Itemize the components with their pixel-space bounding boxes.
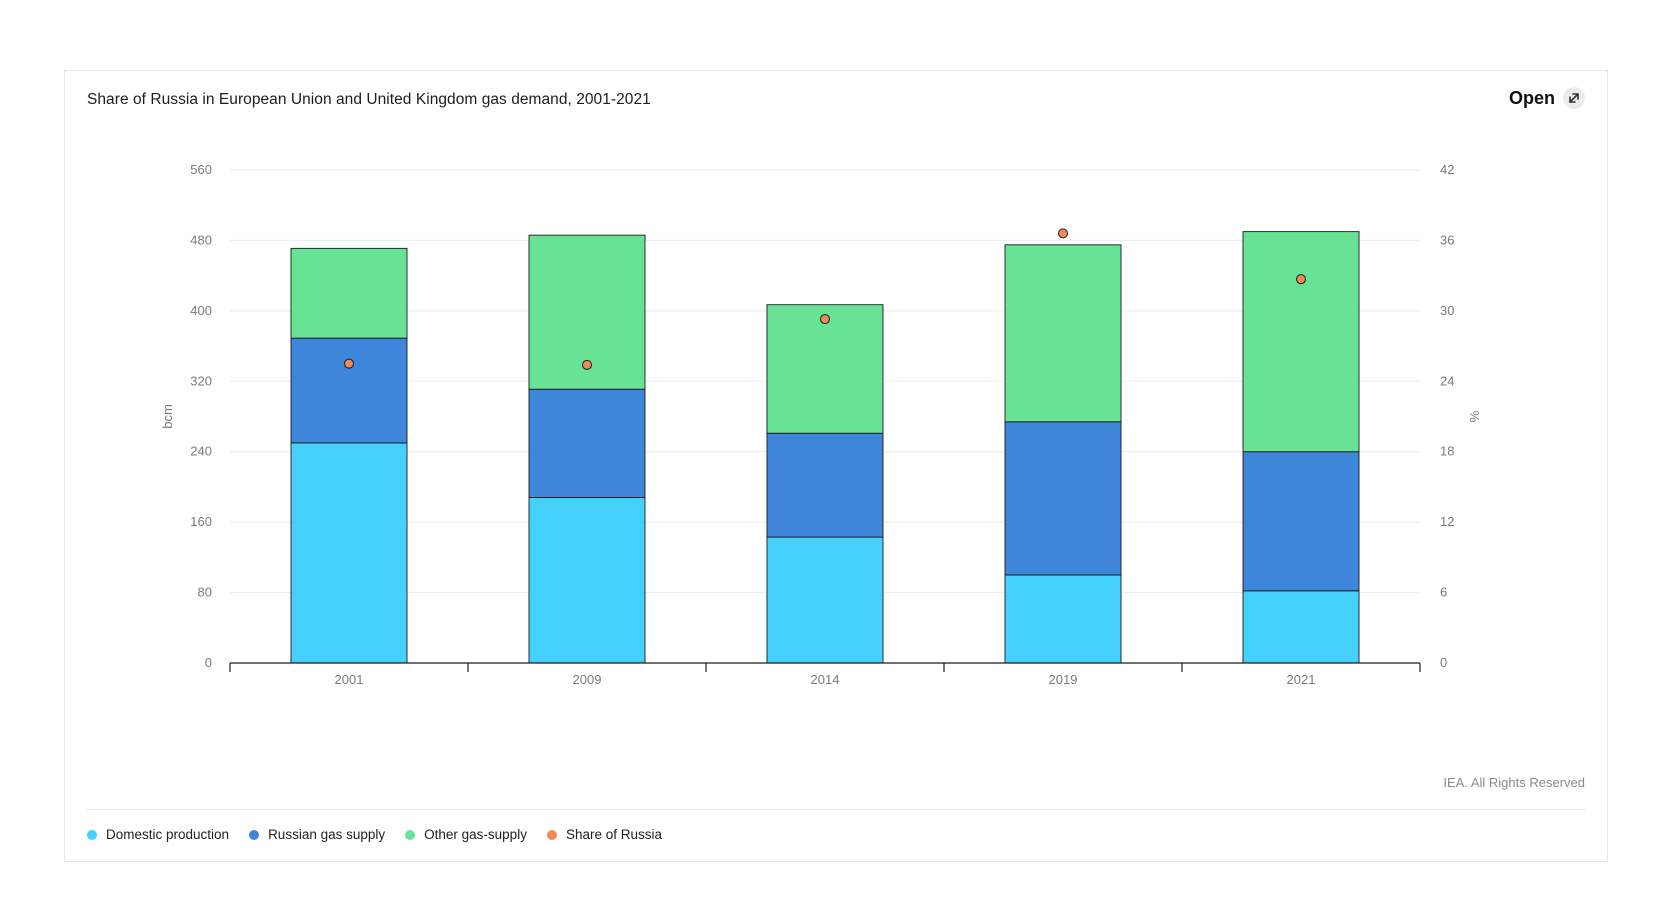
y-tick-label: 560 — [190, 162, 212, 177]
x-tick-label: 2021 — [1287, 672, 1316, 687]
legend-item-russian[interactable]: Russian gas supply — [249, 827, 385, 842]
share-point — [582, 359, 592, 370]
x-tick-label: 2014 — [811, 672, 840, 687]
x-tick-label: 2019 — [1049, 672, 1078, 687]
legend-item-other[interactable]: Other gas-supply — [405, 827, 527, 842]
y2-tick-label: 12 — [1440, 514, 1454, 529]
y-tick-label: 80 — [198, 585, 212, 600]
bar-russian — [1004, 421, 1122, 576]
bar-other — [1004, 244, 1122, 423]
chart-title: Share of Russia in European Union and Un… — [87, 91, 651, 108]
legend-label-share: Share of Russia — [565, 827, 663, 842]
chart-plot: 0 80 160 240 320 400 480 560 0 6 12 18 24 30 36 42 bcm % 2… — [160, 162, 1482, 687]
y2-tick-label: 24 — [1440, 373, 1454, 388]
bar-other — [290, 247, 408, 339]
expand-icon — [1563, 87, 1585, 109]
y2-tick-label: 42 — [1440, 162, 1454, 177]
legend-dot-share — [546, 829, 557, 840]
x-tick-label: 2001 — [335, 672, 364, 687]
chart-card: Share of Russia in European Union and Un… — [64, 70, 1608, 862]
legend-label-other: Other gas-supply — [424, 827, 527, 842]
credit-text: IEA. All Rights Reserved — [1443, 775, 1585, 790]
y2-tick-label: 0 — [1440, 655, 1447, 670]
y2-axis-label: % — [1467, 411, 1482, 423]
legend-label-domestic: Domestic production — [106, 827, 230, 842]
bar-domestic — [1242, 590, 1360, 664]
bar-domestic — [290, 442, 408, 664]
bar-russian — [766, 432, 884, 538]
y-tick-label: 400 — [190, 303, 212, 318]
bar-other — [766, 304, 884, 434]
share-point — [820, 314, 830, 325]
share-point — [1058, 228, 1068, 239]
bar-russian — [528, 388, 646, 498]
legend: Domestic production Russian gas supply O… — [87, 827, 662, 842]
bar-other — [1242, 231, 1360, 453]
open-button[interactable]: Open — [1509, 87, 1585, 109]
legend-item-share[interactable]: Share of Russia — [546, 827, 663, 842]
bar-domestic — [528, 497, 646, 664]
y-axis-label: bcm — [160, 404, 175, 429]
x-tick-label: 2009 — [573, 672, 602, 687]
legend-dot-other — [405, 829, 416, 840]
y2-tick-label: 30 — [1440, 303, 1454, 318]
bar-domestic — [1004, 574, 1122, 664]
share-point — [344, 358, 354, 369]
share-point — [1296, 274, 1306, 285]
y-tick-label: 480 — [190, 232, 212, 247]
open-label: Open — [1508, 87, 1555, 108]
legend-dot-domestic — [87, 829, 97, 840]
y2-tick-label: 6 — [1440, 585, 1447, 600]
bar-russian — [290, 337, 408, 444]
y2-tick-label: 36 — [1440, 232, 1454, 247]
y-tick-label: 320 — [190, 373, 212, 388]
bar-russian — [1242, 451, 1360, 592]
legend-dot-russian — [249, 829, 260, 840]
legend-label-russian: Russian gas supply — [268, 827, 386, 842]
y-tick-label: 0 — [205, 655, 212, 670]
y-tick-label: 240 — [190, 444, 212, 459]
y2-tick-label: 18 — [1440, 444, 1454, 459]
legend-divider — [87, 809, 1585, 810]
y-tick-label: 160 — [190, 514, 212, 529]
bar-domestic — [766, 536, 884, 664]
legend-item-domestic[interactable]: Domestic production — [87, 827, 229, 842]
